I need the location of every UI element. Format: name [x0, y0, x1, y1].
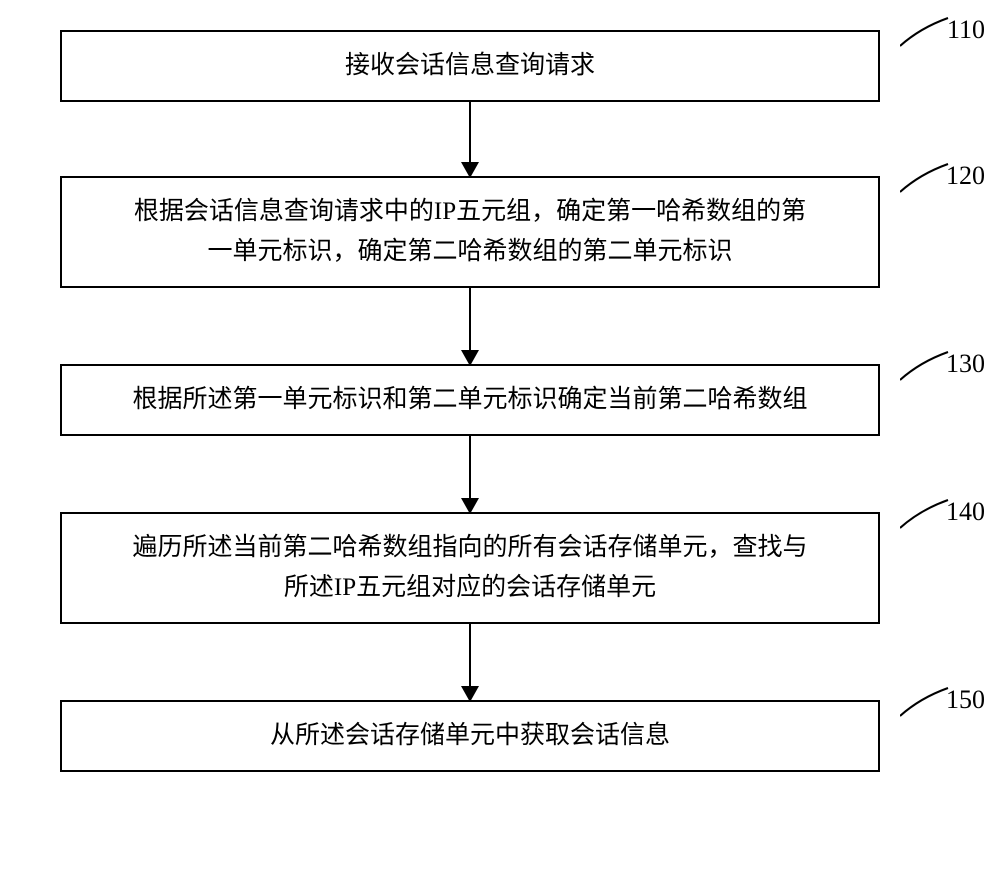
step-130-wrap: 根据所述第一单元标识和第二单元标识确定当前第二哈希数组 130 — [60, 364, 940, 436]
step-150-text: 从所述会话存储单元中获取会话信息 — [270, 716, 670, 756]
arrow-140-150 — [60, 624, 880, 700]
step-140-box: 遍历所述当前第二哈希数组指向的所有会话存储单元，查找与 所述IP五元组对应的会话… — [60, 512, 880, 624]
step-120-text-2: 一单元标识，确定第二哈希数组的第二单元标识 — [207, 232, 732, 272]
step-140-wrap: 遍历所述当前第二哈希数组指向的所有会话存储单元，查找与 所述IP五元组对应的会话… — [60, 512, 940, 624]
arrow-110-120 — [60, 102, 880, 176]
step-130-box: 根据所述第一单元标识和第二单元标识确定当前第二哈希数组 — [60, 364, 880, 436]
flowchart-container: 接收会话信息查询请求 110 根据会话信息查询请求中的IP五元组，确定第一哈希数… — [60, 30, 940, 772]
step-110-label: 110 — [947, 15, 985, 45]
step-150-box: 从所述会话存储单元中获取会话信息 — [60, 700, 880, 772]
step-150-label: 150 — [946, 685, 985, 715]
step-120-box: 根据会话信息查询请求中的IP五元组，确定第一哈希数组的第 一单元标识，确定第二哈… — [60, 176, 880, 288]
step-150-wrap: 从所述会话存储单元中获取会话信息 150 — [60, 700, 940, 772]
arrow-120-130 — [60, 288, 880, 364]
step-120-wrap: 根据会话信息查询请求中的IP五元组，确定第一哈希数组的第 一单元标识，确定第二哈… — [60, 176, 940, 288]
step-120-text-1: 根据会话信息查询请求中的IP五元组，确定第一哈希数组的第 — [134, 192, 806, 232]
step-130-text: 根据所述第一单元标识和第二单元标识确定当前第二哈希数组 — [132, 380, 807, 420]
step-110-box: 接收会话信息查询请求 — [60, 30, 880, 102]
step-120-label: 120 — [946, 161, 985, 191]
step-130-label: 130 — [946, 349, 985, 379]
step-110-wrap: 接收会话信息查询请求 110 — [60, 30, 940, 102]
arrow-130-140 — [60, 436, 880, 512]
step-110-text: 接收会话信息查询请求 — [345, 46, 595, 86]
step-140-text-2: 所述IP五元组对应的会话存储单元 — [284, 568, 656, 608]
step-140-text-1: 遍历所述当前第二哈希数组指向的所有会话存储单元，查找与 — [132, 528, 807, 568]
step-140-label: 140 — [946, 497, 985, 527]
